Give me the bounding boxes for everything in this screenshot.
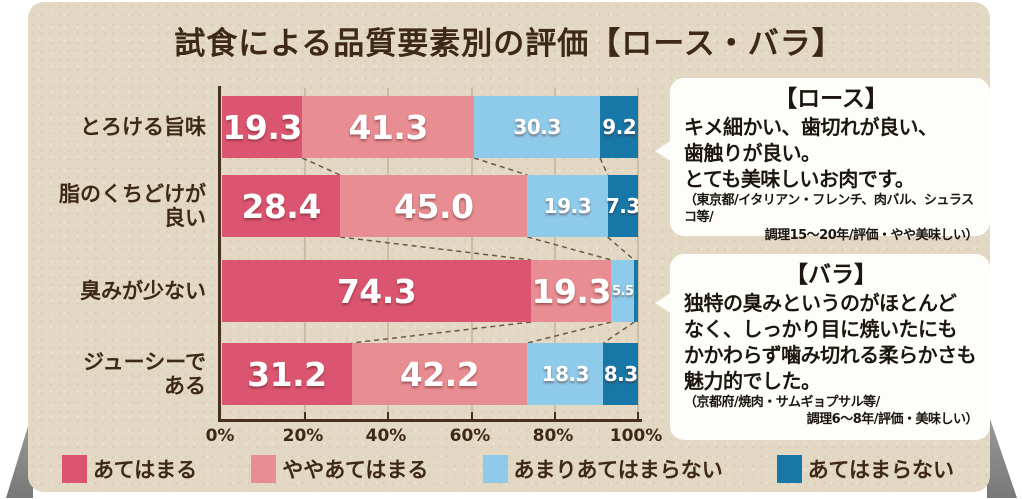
bar-segment: 42.2 — [351, 343, 528, 405]
legend: あてはまる ややあてはまる あまりあてはまらない あてはまらない — [28, 454, 990, 484]
segment-value-label: 19.3 — [222, 107, 302, 147]
callout-belly-title: 【バラ】 — [785, 262, 877, 288]
bar-segment: 9.2 — [600, 96, 638, 158]
legend-swatch-icon — [776, 455, 802, 483]
segment-value-label: 30.3 — [513, 115, 561, 139]
callout-loin-note-line2: 調理15～20年/評価・やや美味しい） — [764, 227, 979, 243]
callout-belly-note-line1: （京都府/焼肉・サムギョプサル等/ — [684, 394, 880, 410]
bar-segment: 19.3 — [531, 260, 611, 322]
chart-title: 試食による品質要素別の評価【ロース・バラ】 — [174, 26, 844, 62]
x-tick-label-60%: 60% — [449, 426, 491, 446]
tickmark-100% — [637, 412, 639, 420]
bar-segment: 45.0 — [340, 175, 528, 237]
legend-item-1: ややあてはまる — [251, 454, 428, 484]
segment-value-label: 45.0 — [394, 186, 474, 226]
category-label-1: 脂のくちどけが 良い — [59, 181, 206, 230]
bar-segment: 19.3 — [527, 175, 608, 237]
bar-segment: 5.5 — [611, 260, 635, 322]
segment-value-label: 19.3 — [531, 271, 612, 311]
bar-segment: 41.3 — [302, 96, 475, 158]
tickmark-40% — [387, 412, 389, 420]
legend-label: あまりあてはまらない — [513, 458, 723, 482]
x-tick-label-20%: 20% — [282, 426, 324, 446]
segment-value-label: 8.3 — [603, 362, 638, 386]
segment-value-label: 41.3 — [348, 107, 428, 147]
callout-belly-note-line2: 調理6～8年/評価・美味しい） — [806, 412, 979, 428]
bar-segment: 31.2 — [222, 343, 352, 405]
callout-belly-body: 独特の臭みというのがほとんど なく、しっかり目に焼いたにも かかわらず噛み切れる… — [684, 290, 977, 393]
tickmark-80% — [554, 412, 556, 420]
x-axis-ticks: 0% 20% 40% 60% 80% 100% — [206, 426, 663, 450]
bar-segment: 19.3 — [222, 96, 302, 158]
bar-row-2: 74.3 19.3 5.5 — [222, 260, 638, 322]
tickmark-20% — [304, 412, 306, 420]
x-tick-label-100%: 100% — [609, 426, 663, 446]
y-axis-line — [218, 86, 221, 421]
segment-value-label: 42.2 — [399, 354, 480, 394]
segment-value-label: 28.4 — [241, 186, 321, 226]
segment-value-label: 7.3 — [605, 194, 638, 218]
segment-value-label: 31.2 — [247, 354, 327, 394]
segment-value-label: 19.3 — [543, 194, 592, 218]
legend-label: ややあてはまる — [282, 458, 429, 482]
paper-fold-shadow-right — [987, 410, 1017, 498]
category-label-0: とろける旨味 — [80, 114, 206, 139]
x-tick-label-80%: 80% — [532, 426, 574, 446]
legend-swatch-icon — [251, 455, 277, 483]
bar-row-0: 19.3 41.3 30.3 9.2 — [222, 96, 638, 158]
tickmark-60% — [471, 412, 473, 420]
segment-value-label: 74.3 — [336, 271, 417, 311]
bar-segment: 18.3 — [527, 343, 604, 405]
plot-area: 19.3 41.3 30.3 9.2 28.4 45.0 19.3 7.3 74.3 19.3 5.… — [218, 86, 642, 422]
legend-label: あてはまらない — [807, 458, 954, 482]
category-label-3: ジューシーで ある — [83, 349, 206, 398]
bar-segment: 74.3 — [222, 260, 532, 322]
legend-item-0: あてはまる — [62, 454, 197, 484]
category-label-2: 臭みが少ない — [80, 278, 206, 303]
bar-row-1: 28.4 45.0 19.3 7.3 — [222, 175, 638, 237]
x-tick-label-0%: 0% — [205, 426, 235, 446]
callout-loin-note-line1: （東京都/イタリアン・フレンチ、肉バル、シュラスコ等/ — [684, 192, 974, 226]
segment-value-label: 9.2 — [602, 115, 637, 139]
category-labels: とろける旨味脂のくちどけが 良い臭みが少ないジューシーで ある — [28, 88, 212, 420]
paper-card: 試食による品質要素別の評価【ロース・バラ】 とろける旨味脂のくちどけが 良い臭み… — [28, 2, 990, 492]
bar-segment: 28.4 — [222, 175, 341, 237]
bar-segment — [634, 260, 638, 322]
bar-segment: 8.3 — [603, 343, 638, 405]
legend-label: あてはまる — [93, 458, 198, 482]
callout-belly: 【バラ】 独特の臭みというのがほとんど なく、しっかり目に焼いたにも かかわらず… — [655, 254, 990, 440]
segment-value-label: 18.3 — [541, 362, 590, 386]
legend-swatch-icon — [482, 455, 508, 483]
legend-item-3: あてはまらない — [776, 454, 954, 484]
x-axis-line — [218, 419, 642, 422]
x-tick-label-40%: 40% — [365, 426, 407, 446]
gridline-20% — [304, 88, 306, 420]
bar-row-3: 31.2 42.2 18.3 8.3 — [222, 343, 638, 405]
legend-swatch-icon — [62, 455, 87, 483]
gridline-100% — [637, 88, 639, 420]
callout-loin-title: 【ロース】 — [774, 86, 888, 112]
callout-loin: 【ロース】 キメ細かい、歯切れが良い、 歯触りが良い。 とても美味しいお肉です。… — [655, 78, 990, 243]
bar-segment: 30.3 — [474, 96, 601, 158]
callout-loin-body: キメ細かい、歯切れが良い、 歯触りが良い。 とても美味しいお肉です。 — [684, 114, 938, 191]
segment-value-label: 5.5 — [612, 283, 634, 299]
legend-item-2: あまりあてはまらない — [482, 454, 723, 484]
bar-segment: 7.3 — [605, 175, 638, 237]
